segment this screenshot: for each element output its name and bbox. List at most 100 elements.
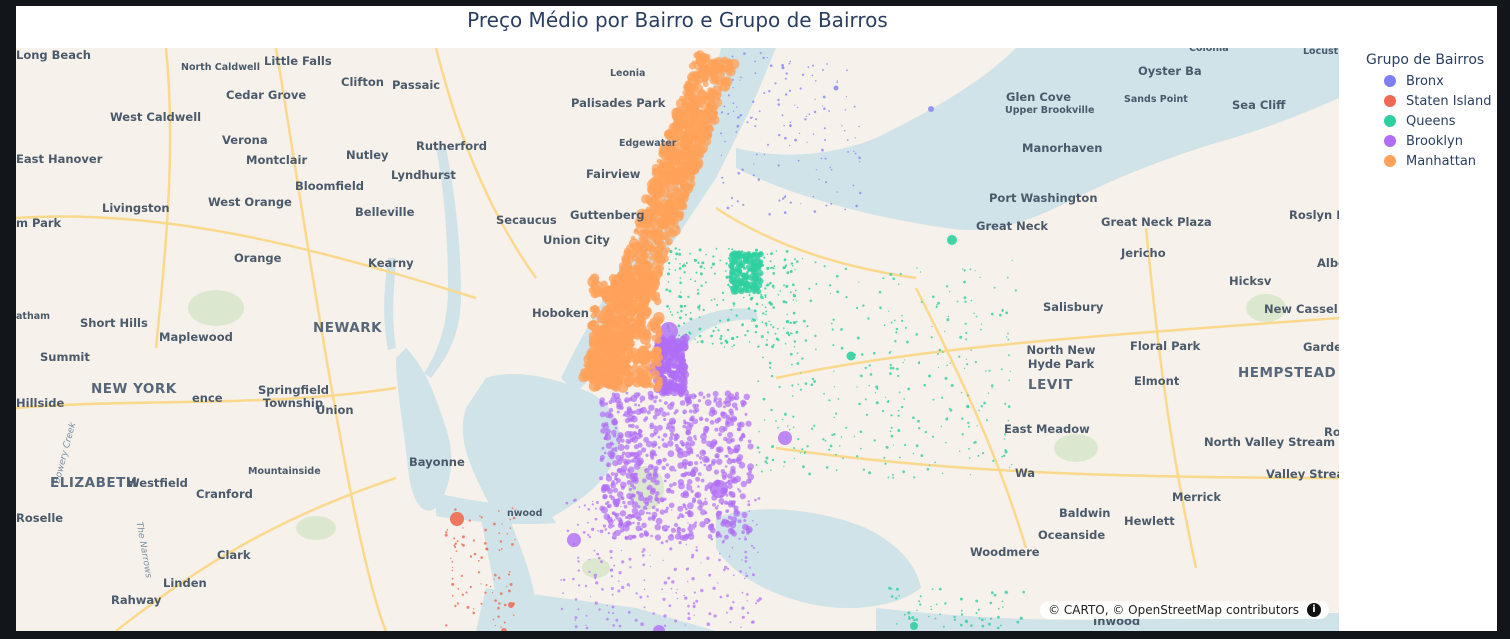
brooklyn-point (594, 601, 598, 605)
brooklyn-point (687, 502, 694, 510)
place-label: Cedar Grove (226, 88, 307, 102)
queens-point (735, 314, 738, 317)
manhattan-point (666, 240, 671, 246)
brooklyn-point (588, 535, 591, 539)
staten-island-point (469, 555, 473, 558)
manhattan-point (697, 146, 707, 155)
brooklyn-point (617, 497, 620, 500)
queens-point (1011, 259, 1013, 261)
chart-title: Preço Médio por Bairro e Grupo de Bairro… (467, 8, 888, 32)
brooklyn-point (698, 456, 703, 460)
brooklyn-point (618, 580, 620, 582)
brooklyn-point (694, 394, 697, 398)
brooklyn-point (638, 460, 643, 465)
road-1 (16, 215, 477, 300)
staten-island-point (461, 535, 465, 539)
legend-label: Bronx (1406, 73, 1444, 89)
place-label: Edgewater (619, 138, 677, 149)
bronx-point (784, 136, 787, 140)
queens-point (757, 270, 764, 277)
queens-point (753, 278, 759, 284)
brooklyn-point (721, 518, 728, 526)
brooklyn-point (635, 592, 638, 595)
queens-point (829, 444, 833, 448)
queens-point (762, 356, 764, 359)
legend-item-brooklyn[interactable]: Brooklyn (1366, 131, 1496, 151)
queens-point (696, 292, 700, 295)
queens-point (703, 267, 706, 270)
queens-point (695, 271, 698, 274)
legend-item-queens[interactable]: Queens (1366, 111, 1496, 131)
brooklyn-point (719, 552, 721, 555)
bronx-point (799, 87, 802, 90)
info-icon[interactable]: i (1307, 603, 1321, 617)
queens-point (783, 258, 787, 261)
staten-island-point (511, 507, 514, 510)
brooklyn-point (611, 442, 615, 446)
queens-point (813, 424, 816, 427)
queens-point (676, 311, 679, 314)
legend-item-staten-island[interactable]: Staten Island (1366, 91, 1496, 111)
road-4 (115, 476, 397, 631)
queens-point (736, 335, 739, 339)
brooklyn-point (610, 587, 614, 590)
place-label: Guttenberg (570, 208, 645, 222)
brooklyn-point (733, 447, 740, 454)
manhattan-point (640, 357, 651, 368)
brooklyn-point (642, 554, 645, 557)
brooklyn-point (712, 586, 716, 590)
queens-point (987, 622, 991, 626)
place-label: Glen Cove (1006, 90, 1072, 104)
queens-point (814, 334, 817, 338)
bronx-point (740, 76, 742, 79)
queens-point (879, 306, 882, 310)
queens-point (666, 304, 669, 308)
staten-island-point (512, 516, 516, 520)
queens-point (753, 272, 757, 277)
brooklyn-point (681, 472, 687, 478)
queens-point (765, 343, 768, 347)
brooklyn-point (657, 435, 661, 439)
brooklyn-point (672, 481, 677, 487)
brooklyn-point (598, 608, 601, 611)
manhattan-point (664, 247, 671, 253)
legend-item-manhattan[interactable]: Manhattan (1366, 151, 1496, 171)
legend-label: Staten Island (1406, 93, 1492, 109)
brooklyn-point (650, 456, 655, 460)
bronx-point (858, 125, 860, 128)
brooklyn-point (589, 595, 592, 598)
queens-point (890, 414, 893, 417)
queens-point (678, 334, 681, 337)
staten-island-point (506, 533, 508, 535)
queens-point (737, 278, 744, 285)
manhattan-point (710, 64, 717, 72)
brooklyn-point (702, 455, 709, 463)
place-label: Linden (163, 576, 207, 590)
bronx-point (759, 52, 762, 54)
brooklyn-point (596, 552, 600, 556)
bronx-point (789, 144, 791, 147)
map-view[interactable]: North Caldwell Little Falls Clifton Passaic… (16, 48, 1339, 631)
legend: Grupo de Bairros Bronx Staten Island Que… (1366, 52, 1496, 171)
queens-point (781, 418, 784, 421)
queens-point (896, 623, 898, 625)
brooklyn-point (743, 393, 750, 400)
queens-point (719, 259, 722, 262)
brooklyn-point (717, 446, 724, 453)
place-label: HEMPSTEAD (1238, 365, 1337, 381)
brooklyn-point (741, 606, 745, 610)
queens-point (890, 321, 893, 324)
brooklyn-point (647, 390, 654, 397)
queens-point (802, 319, 806, 323)
hackensack-river (424, 148, 461, 378)
brooklyn-point (732, 504, 736, 508)
legend-item-bronx[interactable]: Bronx (1366, 71, 1496, 91)
manhattan-point (603, 375, 608, 381)
queens-point (1008, 379, 1010, 382)
attribution-link[interactable]: contributors (1226, 603, 1299, 617)
bronx-point (845, 96, 848, 98)
brooklyn-point (739, 570, 742, 573)
queens-point (931, 435, 935, 438)
manhattan-point (650, 369, 660, 380)
brooklyn-point (628, 423, 632, 428)
